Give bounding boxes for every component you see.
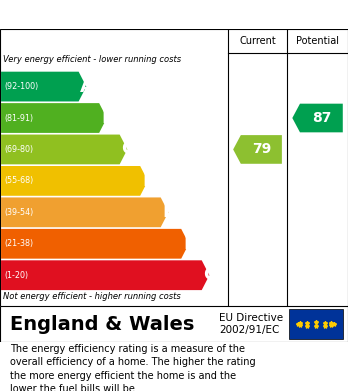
Polygon shape: [292, 104, 343, 132]
Text: (81-91): (81-91): [4, 113, 33, 122]
Text: G: G: [204, 266, 218, 284]
Text: (1-20): (1-20): [4, 271, 28, 280]
Text: (92-100): (92-100): [4, 82, 38, 91]
Text: EU Directive
2002/91/EC: EU Directive 2002/91/EC: [219, 313, 283, 335]
Polygon shape: [1, 72, 86, 101]
Polygon shape: [233, 135, 282, 164]
Text: E: E: [163, 203, 175, 221]
Polygon shape: [1, 229, 189, 259]
Text: England & Wales: England & Wales: [10, 315, 195, 334]
Text: Energy Efficiency Rating: Energy Efficiency Rating: [9, 7, 230, 22]
Text: C: C: [121, 140, 135, 158]
Bar: [289, 309, 343, 339]
Text: Current: Current: [239, 36, 276, 46]
Polygon shape: [1, 260, 209, 290]
Text: (21-38): (21-38): [4, 239, 33, 248]
Text: B: B: [101, 109, 114, 127]
Text: (55-68): (55-68): [4, 176, 33, 185]
Text: (69-80): (69-80): [4, 145, 33, 154]
Polygon shape: [1, 197, 168, 227]
Polygon shape: [1, 166, 148, 196]
Text: The energy efficiency rating is a measure of the
overall efficiency of a home. T: The energy efficiency rating is a measur…: [10, 344, 256, 391]
Text: D: D: [142, 172, 157, 190]
Polygon shape: [1, 103, 107, 133]
Text: F: F: [183, 235, 195, 253]
Text: (39-54): (39-54): [4, 208, 33, 217]
Text: A: A: [80, 77, 94, 95]
Text: 87: 87: [312, 111, 331, 125]
Polygon shape: [1, 135, 127, 164]
Text: Not energy efficient - higher running costs: Not energy efficient - higher running co…: [3, 292, 181, 301]
Text: 79: 79: [252, 142, 271, 156]
Text: Very energy efficient - lower running costs: Very energy efficient - lower running co…: [3, 55, 182, 64]
Text: Potential: Potential: [296, 36, 339, 46]
